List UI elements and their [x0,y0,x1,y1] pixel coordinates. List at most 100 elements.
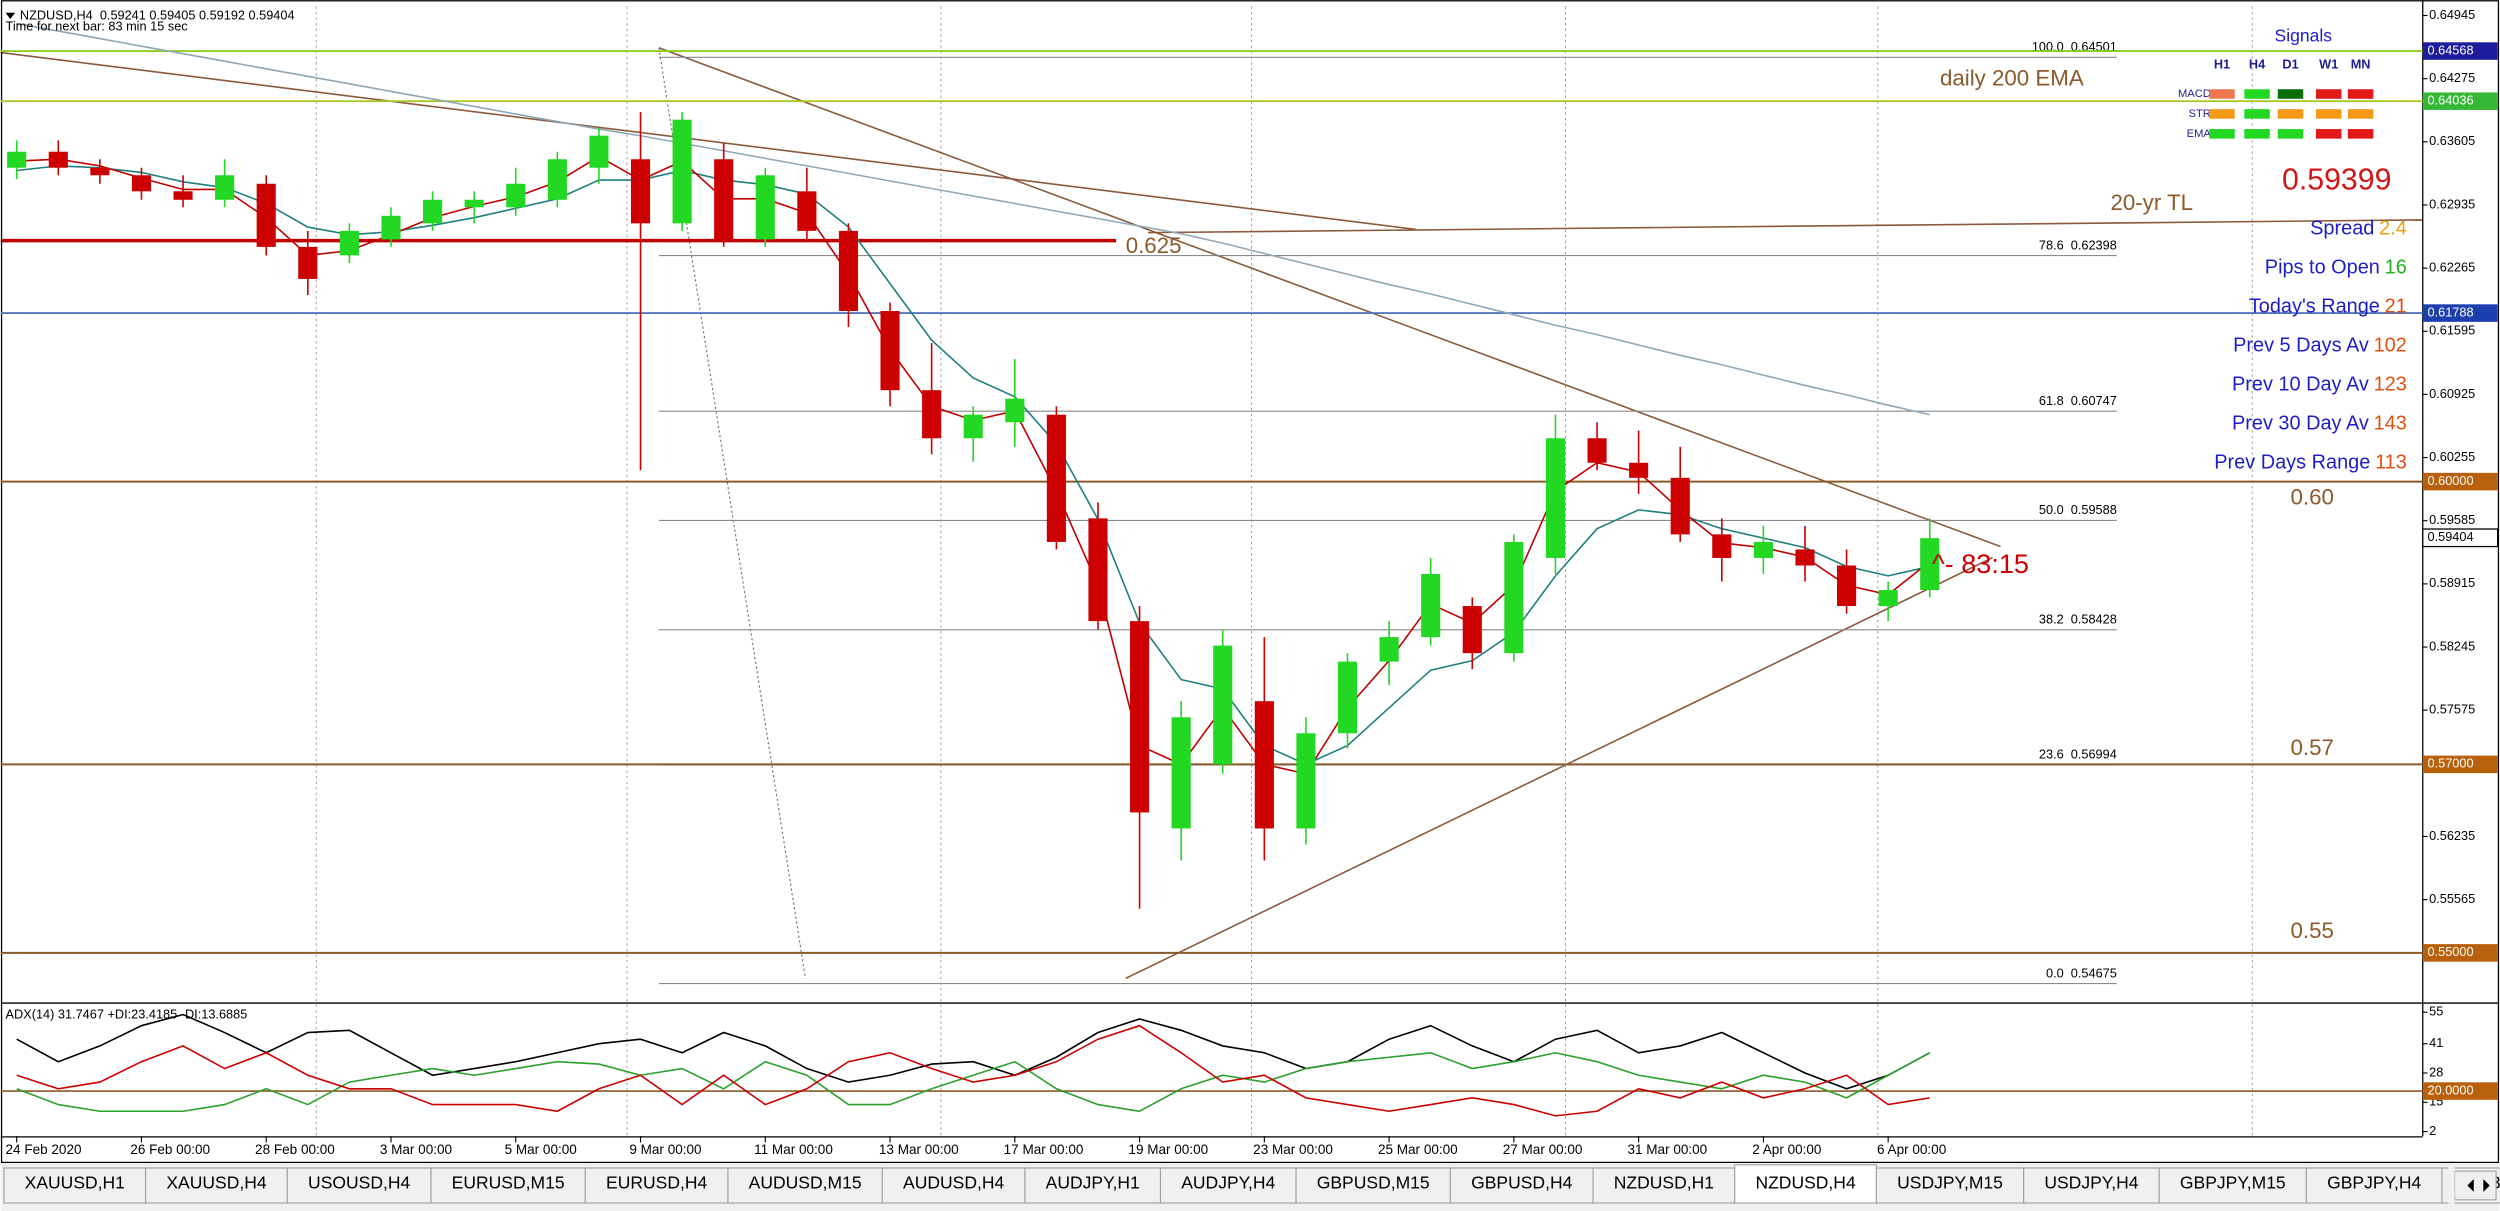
stat-label: Prev 5 Days Av [2233,335,2369,357]
tab-label[interactable]: GBPUSD,H4 [1471,1173,1572,1193]
tab[interactable]: USOUSD,H4 [286,1167,432,1204]
y-tick-label: 0.60255 [2429,449,2475,464]
tab-scroll-right[interactable] [2483,1179,2490,1192]
candle-body [90,167,110,176]
tab[interactable]: XAUUSD,H1 [3,1167,147,1204]
tab[interactable]: USDJPY,M15 [1875,1167,2025,1204]
tab[interactable]: NZDUSD,H4 [1734,1164,1877,1204]
signal-row-label: EMA [2187,128,2212,140]
candle-body [1712,534,1732,558]
candle-body [423,199,443,224]
tab-bg[interactable] [584,1167,729,1204]
collapse-icon[interactable] [5,12,16,20]
tab-scroll-left[interactable] [2467,1179,2474,1192]
level-box [2422,92,2498,110]
tab[interactable]: AUDUSD,M15 [727,1167,883,1204]
tab-bg[interactable] [881,1167,1026,1204]
y-tick-label: 0.60925 [2429,386,2475,401]
candle-body [1753,541,1773,558]
tab[interactable]: NZDUSD,H1 [1592,1167,1736,1204]
tab-bg[interactable] [2305,1167,2443,1204]
tab-label[interactable]: EURUSD,H4 [606,1173,707,1193]
candle-body [131,175,152,192]
tab-label[interactable]: XAUUSD,H4 [166,1173,267,1193]
v-grid [315,6,2253,1137]
tab[interactable]: AUDJPY,H4 [1159,1167,1297,1204]
tab-label[interactable]: AUDUSD,M15 [749,1173,862,1193]
x-tick-label: 11 Mar 00:00 [754,1142,833,1157]
stat-value: 123 [2374,374,2407,396]
tab-bg[interactable] [430,1167,586,1204]
tab[interactable]: EURUSD,M15 [430,1167,586,1204]
tab-scroll[interactable] [2454,1170,2497,1201]
candle-body [1296,733,1316,829]
y-tick-label: 0.64945 [2429,7,2475,22]
y-tick-label: 0.62265 [2429,259,2475,274]
tab-label[interactable]: AUDUSD,H4 [903,1173,1004,1193]
candle-body [173,191,193,200]
tab-bg[interactable] [3,1167,147,1204]
tab[interactable]: GBPJPY,H4 [2305,1167,2443,1204]
tab-bg[interactable] [1024,1167,1162,1204]
tab-bg[interactable] [2158,1167,2307,1204]
y-tick-label: 0.62935 [2429,196,2475,211]
tab-label[interactable]: XAUUSD,H1 [25,1173,125,1193]
tab[interactable]: EURUSD,H4 [584,1167,729,1204]
tab[interactable]: XAUUSD,H4 [145,1167,288,1204]
x-tick-label: 2 Apr 00:00 [1752,1142,1821,1157]
tab-label[interactable]: NZDUSD,H4 [1755,1173,1855,1193]
countdown: ^- 83:15 [1932,548,2029,579]
stat: Prev 10 Day Av 123 [2232,374,2407,396]
tab-label[interactable]: GBPJPY,H4 [2327,1173,2421,1193]
tab-bg[interactable] [1159,1167,1297,1204]
x-tick-label: 31 Mar 00:00 [1627,1142,1707,1157]
tab-label[interactable]: AUDJPY,H4 [1181,1173,1275,1193]
stat: Today's Range 21 [2249,296,2407,318]
tab-label[interactable]: USDJPY,M15 [1897,1173,2003,1193]
candle-body [1629,462,1649,478]
fib-label: 61.8 0.60747 [2039,393,2117,408]
level-box [2422,944,2498,962]
stat: Prev 5 Days Av 102 [2233,335,2407,357]
signal-box [2347,109,2374,119]
tab[interactable]: GBPUSD,H4 [1449,1167,1594,1204]
candle-body [1379,637,1399,662]
annotation: 20-yr TL [2110,190,2193,215]
level-box [2422,755,2498,774]
stat-value: 21 [2385,296,2407,318]
candle-body [506,183,526,208]
tab[interactable]: GBPJPY,M15 [2158,1167,2307,1204]
tab[interactable]: AUDUSD,H4 [881,1167,1026,1204]
signal-column: H1 [2214,57,2230,72]
tab[interactable]: USDJPY,H4 [2023,1167,2160,1204]
y-tick-label: 0.57575 [2429,702,2475,717]
annotation: 0.60 [2291,485,2334,510]
stat-label: Prev Days Range [2214,452,2370,474]
tab-label[interactable]: USOUSD,H4 [308,1173,410,1193]
x-tick-label: 6 Apr 00:00 [1877,1142,1946,1157]
tab-label[interactable]: AUDJPY,H1 [1046,1173,1140,1193]
tab-bg[interactable] [1734,1164,1877,1204]
level-box-label: 0.64036 [2428,93,2474,108]
tab-label[interactable]: NZDUSD,H1 [1614,1173,1714,1193]
signal-column: D1 [2282,57,2298,72]
stat-value: 16 [2385,257,2407,279]
x-tick-label: 17 Mar 00:00 [1004,1142,1084,1157]
tab-label[interactable]: GBPJPY,M15 [2180,1173,2286,1193]
candle-body [1088,518,1108,622]
symbol-line: NZDUSD,H4 0.59241 0.59405 0.59192 0.5940… [20,7,295,22]
x-tick-label: 24 Feb 2020 [6,1142,82,1157]
tab-label[interactable]: EURUSD,M15 [452,1173,565,1193]
signal-box [2209,89,2235,99]
level-box [2422,472,2498,491]
candle-body [1920,538,1940,590]
tab-label[interactable]: USDJPY,H4 [2044,1173,2138,1193]
trendline-20yr [1148,219,2423,234]
y-tick-label: 0.58245 [2429,638,2475,653]
tab-label[interactable]: GBPUSD,M15 [1317,1173,1430,1193]
tab[interactable]: AUDJPY,H1 [1024,1167,1162,1204]
signal-box [2315,89,2342,99]
signal-box [2209,129,2235,139]
tab[interactable]: GBPUSD,M15 [1295,1167,1451,1204]
y-tick-label: 0.59585 [2429,512,2475,527]
